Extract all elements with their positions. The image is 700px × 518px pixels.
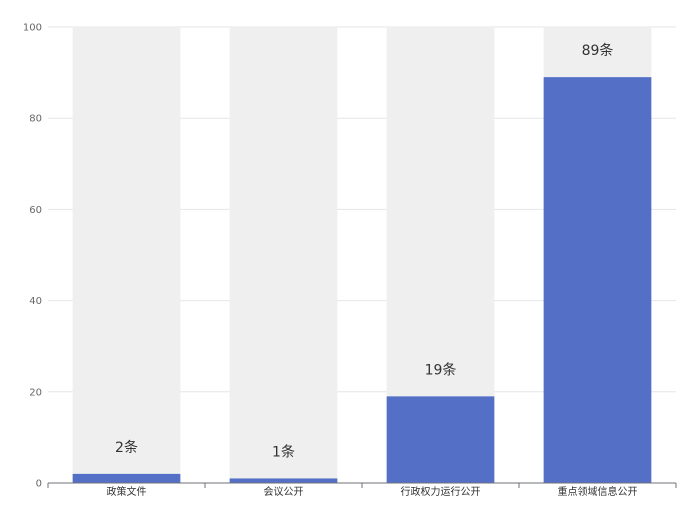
bar xyxy=(229,478,338,483)
y-tick-label: 60 xyxy=(29,205,42,216)
bar xyxy=(543,77,652,483)
x-tick-label: 会议公开 xyxy=(264,485,304,498)
bar xyxy=(386,396,495,483)
bar xyxy=(72,473,181,483)
bar-value-label: 2条 xyxy=(115,439,138,456)
y-tick-label: 0 xyxy=(36,479,42,490)
bars xyxy=(72,77,652,483)
data-labels: 2条 1条 19条 89条 xyxy=(115,42,613,460)
bar-value-label: 1条 xyxy=(272,443,295,460)
x-tick-label: 行政权力运行公开 xyxy=(401,485,481,498)
x-tick-label: 政策文件 xyxy=(107,485,147,498)
bar-background xyxy=(229,27,338,483)
x-tick-label: 重点领域信息公开 xyxy=(558,485,638,498)
bar-value-label: 19条 xyxy=(425,361,457,378)
y-tick-label: 40 xyxy=(29,296,42,307)
y-axis-tick-labels: 0 20 40 60 80 100 xyxy=(23,23,42,490)
bar-value-label: 89条 xyxy=(582,42,614,59)
axes xyxy=(47,482,677,488)
y-tick-label: 20 xyxy=(29,387,42,398)
y-tick-label: 80 xyxy=(29,114,42,125)
y-tick-label: 100 xyxy=(23,23,42,34)
x-axis-tick-labels: 政策文件 会议公开 行政权力运行公开 重点领域信息公开 xyxy=(107,485,638,498)
bar-background xyxy=(72,27,181,483)
